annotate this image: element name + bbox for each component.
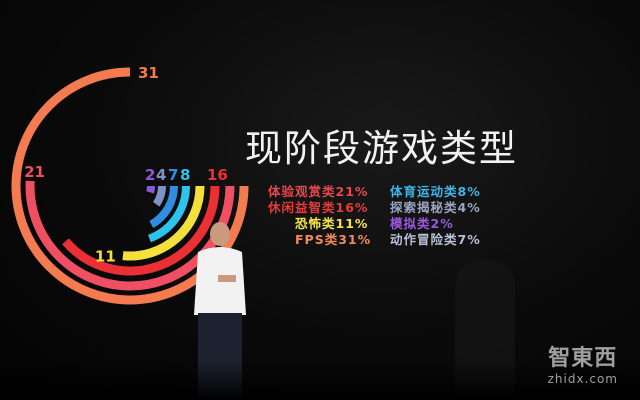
legend-item: 恐怖类11% xyxy=(295,216,369,231)
arc-label: 4 xyxy=(156,166,166,184)
arc-label: 8 xyxy=(180,166,190,184)
arc-label: 2 xyxy=(145,166,155,184)
legend-item: FPS类31% xyxy=(295,232,372,247)
watermark-url: zhidx.com xyxy=(547,372,618,386)
legend-item: 休闲益智类16% xyxy=(268,200,369,215)
arc-7 xyxy=(149,185,178,228)
arc-16 xyxy=(62,185,220,276)
watermark: 智東西 zhidx.com xyxy=(548,340,618,386)
legend-item: 体验观赏类21% xyxy=(268,184,369,199)
arc-11 xyxy=(122,185,205,261)
legend-item: 体育运动类8% xyxy=(390,184,481,199)
arc-label: 31 xyxy=(138,64,159,82)
legend-item: 探索揭秘类4% xyxy=(390,200,481,215)
arc-2 xyxy=(146,185,155,194)
legend-item: 模拟类2% xyxy=(390,216,454,231)
arc-label: 21 xyxy=(24,163,45,181)
watermark-logo: 智東西 xyxy=(548,346,618,371)
audience xyxy=(0,360,640,400)
arc-label: 7 xyxy=(168,166,178,184)
slide-title: 现阶段游戏类型 xyxy=(245,127,518,170)
presenter xyxy=(194,222,246,400)
legend-item: 动作冒险类7% xyxy=(390,232,481,247)
arc-label: 16 xyxy=(207,166,228,184)
arc-label: 11 xyxy=(95,248,116,266)
arc-8 xyxy=(147,185,190,243)
arc-4 xyxy=(152,185,166,207)
